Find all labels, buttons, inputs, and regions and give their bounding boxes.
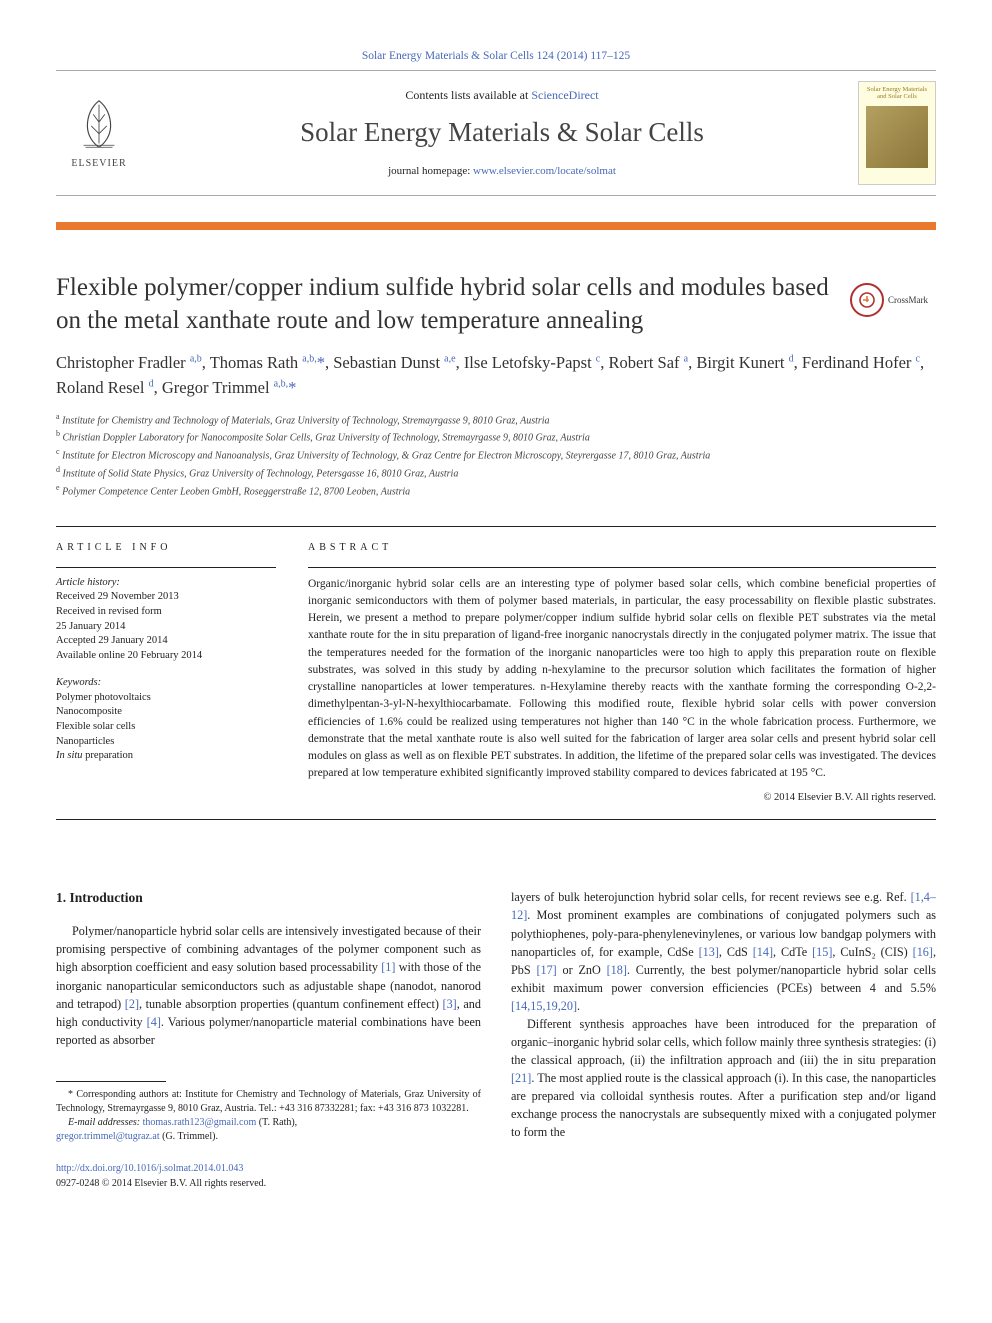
keyword-item: Polymer photovoltaics bbox=[56, 691, 276, 706]
journal-citation-link[interactable]: Solar Energy Materials & Solar Cells 124… bbox=[56, 48, 936, 64]
citation-link[interactable]: [17] bbox=[536, 963, 556, 977]
doi-block: http://dx.doi.org/10.1016/j.solmat.2014.… bbox=[56, 1162, 481, 1192]
body-paragraph: layers of bulk heterojunction hybrid sol… bbox=[511, 888, 936, 1014]
keyword-item: Nanoparticles bbox=[56, 735, 276, 750]
divider bbox=[56, 819, 936, 820]
abstract-label: ABSTRACT bbox=[308, 541, 936, 555]
citation-link[interactable]: [2] bbox=[125, 997, 139, 1011]
citation-link[interactable]: [16] bbox=[913, 945, 933, 959]
email-link[interactable]: gregor.trimmel@tugraz.at bbox=[56, 1131, 160, 1142]
elsevier-label: ELSEVIER bbox=[71, 157, 126, 171]
citation-link[interactable]: [3] bbox=[443, 997, 457, 1011]
citation-link[interactable]: [15] bbox=[812, 945, 832, 959]
affiliation-item: d Institute of Solid State Physics, Graz… bbox=[56, 464, 936, 482]
section-heading: 1. Introduction bbox=[56, 888, 481, 908]
divider bbox=[56, 526, 936, 527]
corresponding-author-footnote: * Corresponding authors at: Institute fo… bbox=[56, 1088, 481, 1116]
history-item: 25 January 2014 bbox=[56, 620, 276, 635]
affiliation-item: e Polymer Competence Center Leoben GmbH,… bbox=[56, 482, 936, 500]
email-footnote: gregor.trimmel@tugraz.at (G. Trimmel). bbox=[56, 1130, 481, 1144]
citation-link[interactable]: [13] bbox=[699, 945, 719, 959]
elsevier-tree-icon bbox=[70, 95, 128, 153]
cover-image-icon bbox=[866, 106, 928, 168]
issn-line: 0927-0248 © 2014 Elsevier B.V. All right… bbox=[56, 1178, 266, 1189]
keyword-item: Nanocomposite bbox=[56, 705, 276, 720]
affiliation-item: c Institute for Electron Microscopy and … bbox=[56, 446, 936, 464]
citation-link[interactable]: [21] bbox=[511, 1071, 531, 1085]
crossmark-icon bbox=[850, 283, 884, 317]
doi-link[interactable]: http://dx.doi.org/10.1016/j.solmat.2014.… bbox=[56, 1163, 243, 1174]
article-title: Flexible polymer/copper indium sulfide h… bbox=[56, 272, 830, 337]
history-item: Received 29 November 2013 bbox=[56, 590, 276, 605]
affiliations-list: a Institute for Chemistry and Technology… bbox=[56, 411, 936, 500]
homepage-prefix: journal homepage: bbox=[388, 165, 473, 177]
divider-orange bbox=[56, 222, 936, 230]
email-footnote: E-mail addresses: thomas.rath123@gmail.c… bbox=[56, 1116, 481, 1130]
citation-link[interactable]: [1] bbox=[381, 960, 395, 974]
elsevier-logo: ELSEVIER bbox=[56, 90, 142, 176]
body-column-right: layers of bulk heterojunction hybrid sol… bbox=[511, 888, 936, 1191]
keywords-label: Keywords: bbox=[56, 676, 276, 691]
history-item: Received in revised form bbox=[56, 605, 276, 620]
homepage-link[interactable]: www.elsevier.com/locate/solmat bbox=[473, 165, 616, 177]
contents-available-line: Contents lists available at ScienceDirec… bbox=[160, 87, 844, 104]
body-paragraph: Polymer/nanoparticle hybrid solar cells … bbox=[56, 922, 481, 1048]
article-info-label: ARTICLE INFO bbox=[56, 541, 276, 555]
footnote-separator bbox=[56, 1081, 166, 1082]
keyword-item: In situ preparation bbox=[56, 749, 276, 764]
journal-name: Solar Energy Materials & Solar Cells bbox=[160, 114, 844, 152]
history-label: Article history: bbox=[56, 576, 276, 591]
journal-cover-thumbnail: Solar Energy Materials and Solar Cells bbox=[858, 81, 936, 185]
crossmark-badge[interactable]: CrossMark bbox=[850, 276, 936, 324]
contents-prefix: Contents lists available at bbox=[405, 88, 531, 102]
authors-list: Christopher Fradler a,b, Thomas Rath a,b… bbox=[56, 351, 936, 401]
citation-link[interactable]: [14,15,19,20] bbox=[511, 999, 577, 1013]
sciencedirect-link[interactable]: ScienceDirect bbox=[531, 88, 598, 102]
journal-header: ELSEVIER Contents lists available at Sci… bbox=[56, 70, 936, 196]
history-items: Received 29 November 2013Received in rev… bbox=[56, 590, 276, 663]
abstract-text: Organic/inorganic hybrid solar cells are… bbox=[308, 576, 936, 783]
divider bbox=[308, 567, 936, 568]
citation-link[interactable]: [4] bbox=[147, 1015, 161, 1029]
body-paragraph: Different synthesis approaches have been… bbox=[511, 1015, 936, 1141]
crossmark-label: CrossMark bbox=[888, 294, 928, 307]
affiliation-item: b Christian Doppler Laboratory for Nanoc… bbox=[56, 428, 936, 446]
history-item: Accepted 29 January 2014 bbox=[56, 634, 276, 649]
affiliation-item: a Institute for Chemistry and Technology… bbox=[56, 411, 936, 429]
body-column-left: 1. Introduction Polymer/nanoparticle hyb… bbox=[56, 888, 481, 1191]
keywords-list: Polymer photovoltaicsNanocompositeFlexib… bbox=[56, 691, 276, 764]
keyword-item: Flexible solar cells bbox=[56, 720, 276, 735]
cover-title: Solar Energy Materials and Solar Cells bbox=[863, 86, 931, 100]
divider bbox=[56, 567, 276, 568]
email-link[interactable]: thomas.rath123@gmail.com bbox=[143, 1117, 257, 1128]
history-item: Available online 20 February 2014 bbox=[56, 649, 276, 664]
abstract-copyright: © 2014 Elsevier B.V. All rights reserved… bbox=[308, 791, 936, 806]
journal-homepage-line: journal homepage: www.elsevier.com/locat… bbox=[160, 164, 844, 179]
citation-link[interactable]: [18] bbox=[607, 963, 627, 977]
citation-link[interactable]: [14] bbox=[753, 945, 773, 959]
